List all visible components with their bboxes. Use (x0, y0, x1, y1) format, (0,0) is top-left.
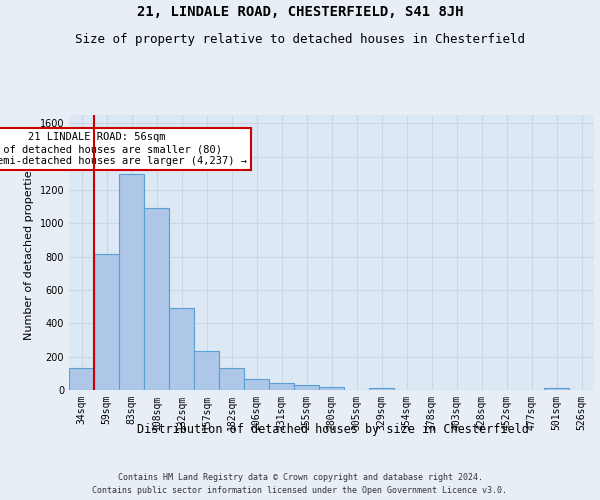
Bar (369, 388, 394, 390)
Bar (119, 174, 144, 390)
Bar (269, 384, 294, 390)
Bar (244, 379, 269, 390)
Bar (69, 368, 94, 390)
Text: Size of property relative to detached houses in Chesterfield: Size of property relative to detached ho… (75, 32, 525, 46)
Y-axis label: Number of detached properties: Number of detached properties (24, 165, 34, 340)
Bar (94, 254, 119, 390)
Bar (169, 308, 194, 390)
Text: Contains public sector information licensed under the Open Government Licence v3: Contains public sector information licen… (92, 486, 508, 495)
Bar (294, 386, 319, 390)
Bar (144, 208, 169, 390)
Text: 21 LINDALE ROAD: 56sqm
← 2% of detached houses are smaller (80)
98% of semi-deta: 21 LINDALE ROAD: 56sqm ← 2% of detached … (0, 132, 247, 166)
Text: Distribution of detached houses by size in Chesterfield: Distribution of detached houses by size … (137, 422, 529, 436)
Text: Contains HM Land Registry data © Crown copyright and database right 2024.: Contains HM Land Registry data © Crown c… (118, 472, 482, 482)
Bar (219, 368, 244, 390)
Bar (319, 386, 344, 390)
Bar (194, 352, 219, 390)
Text: 21, LINDALE ROAD, CHESTERFIELD, S41 8JH: 21, LINDALE ROAD, CHESTERFIELD, S41 8JH (137, 5, 463, 19)
Bar (544, 388, 569, 390)
